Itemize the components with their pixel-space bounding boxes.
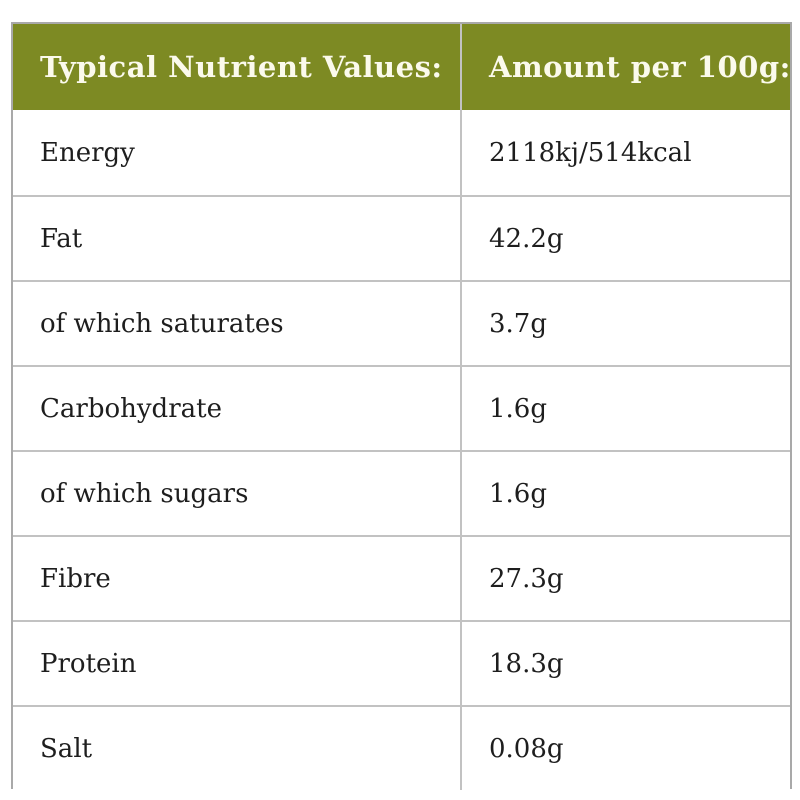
table-body: Energy 2118kj/514kcal Fat 42.2g of which sat… (13, 110, 790, 790)
nutrient-label-cell: Energy (13, 110, 462, 195)
nutrient-label-cell: Fibre (13, 537, 462, 620)
table-row: Fibre 27.3g (13, 535, 790, 620)
nutrient-label-cell: of which sugars (13, 452, 462, 535)
nutrient-value-cell: 0.08g (489, 733, 564, 764)
table-row: Energy 2118kj/514kcal (13, 110, 790, 195)
table-header-row: Typical Nutrient Values: Amount per 100g… (13, 24, 790, 110)
table-row: Fat 42.2g (13, 195, 790, 280)
table-row: Protein 18.3g (13, 620, 790, 705)
table-row: Salt 0.08g (13, 705, 790, 790)
nutrition-table: Typical Nutrient Values: Amount per 100g… (11, 22, 792, 790)
nutrient-value-cell: 1.6g (489, 393, 547, 424)
nutrient-label-cell: Carbohydrate (13, 367, 462, 450)
header-cell-nutrient: Typical Nutrient Values: (13, 24, 462, 110)
table-row: of which saturates 3.7g (13, 280, 790, 365)
nutrient-value-cell: 42.2g (489, 223, 564, 254)
nutrient-value-cell: 3.7g (489, 308, 547, 339)
nutrient-value-cell: 18.3g (489, 648, 564, 679)
nutrient-value-cell: 2118kj/514kcal (489, 137, 692, 168)
nutrient-value-cell: 27.3g (489, 563, 564, 594)
nutrient-label-cell: Protein (13, 622, 462, 705)
nutrient-label-cell: Salt (13, 707, 462, 790)
nutrient-label-cell: of which saturates (13, 282, 462, 365)
table-row: of which sugars 1.6g (13, 450, 790, 535)
table-row: Carbohydrate 1.6g (13, 365, 790, 450)
nutrient-label-cell: Fat (13, 197, 462, 280)
header-cell-amount: Amount per 100g: (489, 50, 790, 84)
nutrient-value-cell: 1.6g (489, 478, 547, 509)
